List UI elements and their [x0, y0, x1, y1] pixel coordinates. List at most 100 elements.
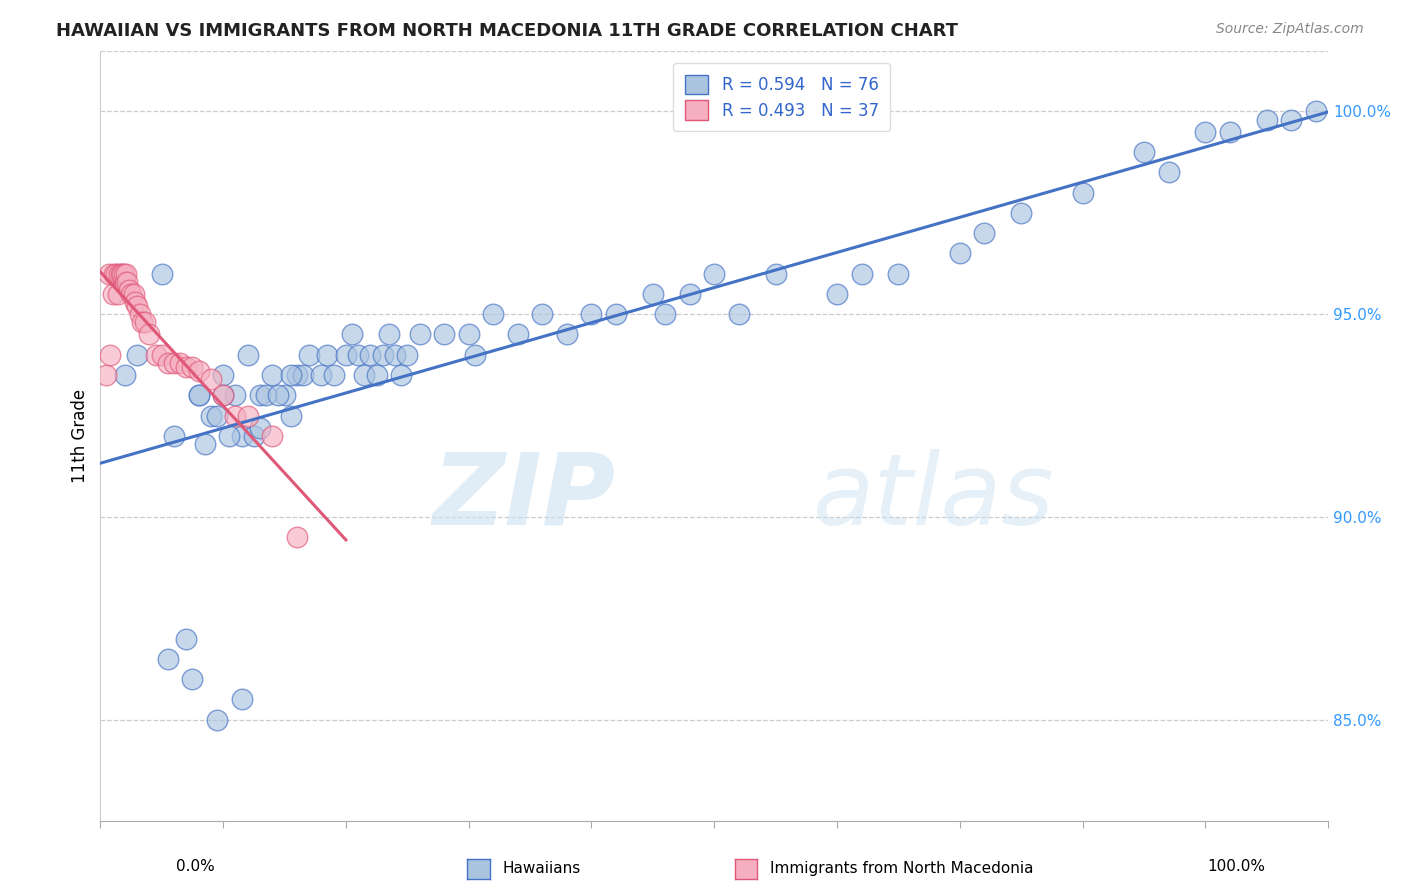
- Point: [949, 246, 972, 260]
- Point: [156, 652, 179, 666]
- Point: [231, 429, 253, 443]
- Text: Immigrants from North Macedonia: Immigrants from North Macedonia: [770, 862, 1033, 876]
- Point: [1194, 125, 1216, 139]
- Point: [134, 315, 156, 329]
- Text: Hawaiians: Hawaiians: [503, 862, 581, 876]
- Point: [384, 348, 406, 362]
- Text: HAWAIIAN VS IMMIGRANTS FROM NORTH MACEDONIA 11TH GRADE CORRELATION CHART: HAWAIIAN VS IMMIGRANTS FROM NORTH MACEDO…: [56, 22, 959, 40]
- Point: [117, 283, 139, 297]
- Point: [1256, 112, 1278, 127]
- Point: [115, 267, 138, 281]
- Point: [654, 307, 676, 321]
- Point: [97, 267, 120, 281]
- Point: [200, 372, 222, 386]
- Point: [194, 437, 217, 451]
- Point: [156, 356, 179, 370]
- Point: [224, 409, 246, 423]
- Text: atlas: atlas: [813, 449, 1054, 546]
- Point: [249, 421, 271, 435]
- Point: [176, 632, 198, 646]
- Point: [555, 327, 578, 342]
- Point: [112, 267, 135, 281]
- Point: [127, 348, 149, 362]
- Point: [340, 327, 363, 342]
- Y-axis label: 11th Grade: 11th Grade: [72, 389, 89, 483]
- Point: [262, 429, 284, 443]
- Point: [128, 307, 150, 321]
- Point: [335, 348, 357, 362]
- Point: [973, 226, 995, 240]
- Point: [218, 429, 240, 443]
- Point: [262, 368, 284, 382]
- Point: [396, 348, 419, 362]
- Point: [107, 287, 129, 301]
- Point: [169, 356, 191, 370]
- Point: [249, 388, 271, 402]
- Text: 100.0%: 100.0%: [1208, 859, 1265, 874]
- Point: [124, 295, 146, 310]
- Point: [105, 267, 128, 281]
- Point: [110, 267, 132, 281]
- Point: [205, 713, 228, 727]
- Point: [163, 429, 186, 443]
- Point: [408, 327, 430, 342]
- Point: [353, 368, 375, 382]
- Point: [107, 267, 129, 281]
- Point: [1157, 165, 1180, 179]
- Point: [605, 307, 627, 321]
- Legend: R = 0.594   N = 76, R = 0.493   N = 37: R = 0.594 N = 76, R = 0.493 N = 37: [673, 62, 890, 131]
- Point: [280, 409, 302, 423]
- Point: [187, 364, 209, 378]
- Point: [127, 299, 149, 313]
- Point: [98, 348, 121, 362]
- Point: [122, 287, 145, 301]
- Point: [1305, 104, 1327, 119]
- Point: [181, 359, 204, 374]
- Point: [267, 388, 290, 402]
- Point: [176, 359, 198, 374]
- Point: [506, 327, 529, 342]
- Point: [114, 275, 136, 289]
- Point: [457, 327, 479, 342]
- Point: [187, 388, 209, 402]
- Point: [765, 267, 787, 281]
- Point: [482, 307, 505, 321]
- Point: [311, 368, 333, 382]
- Point: [212, 368, 235, 382]
- Point: [433, 327, 456, 342]
- Point: [641, 287, 664, 301]
- Point: [254, 388, 277, 402]
- Point: [322, 368, 344, 382]
- Point: [212, 388, 235, 402]
- Point: [212, 388, 235, 402]
- Point: [187, 388, 209, 402]
- Point: [231, 692, 253, 706]
- Point: [181, 672, 204, 686]
- Point: [280, 368, 302, 382]
- Point: [200, 409, 222, 423]
- Point: [150, 267, 173, 281]
- Point: [205, 409, 228, 423]
- Point: [243, 429, 266, 443]
- Point: [464, 348, 486, 362]
- Point: [117, 275, 139, 289]
- Text: Source: ZipAtlas.com: Source: ZipAtlas.com: [1216, 22, 1364, 37]
- Text: 0.0%: 0.0%: [176, 859, 215, 874]
- Point: [389, 368, 412, 382]
- Point: [291, 368, 314, 382]
- Point: [531, 307, 554, 321]
- Point: [111, 267, 134, 281]
- Point: [236, 409, 259, 423]
- Text: ZIP: ZIP: [433, 449, 616, 546]
- Point: [1133, 145, 1156, 159]
- Point: [163, 356, 186, 370]
- Point: [236, 348, 259, 362]
- Point: [679, 287, 702, 301]
- Point: [316, 348, 339, 362]
- Point: [131, 315, 153, 329]
- Point: [1071, 186, 1094, 200]
- Point: [703, 267, 725, 281]
- Point: [347, 348, 370, 362]
- Point: [273, 388, 295, 402]
- Point: [145, 348, 167, 362]
